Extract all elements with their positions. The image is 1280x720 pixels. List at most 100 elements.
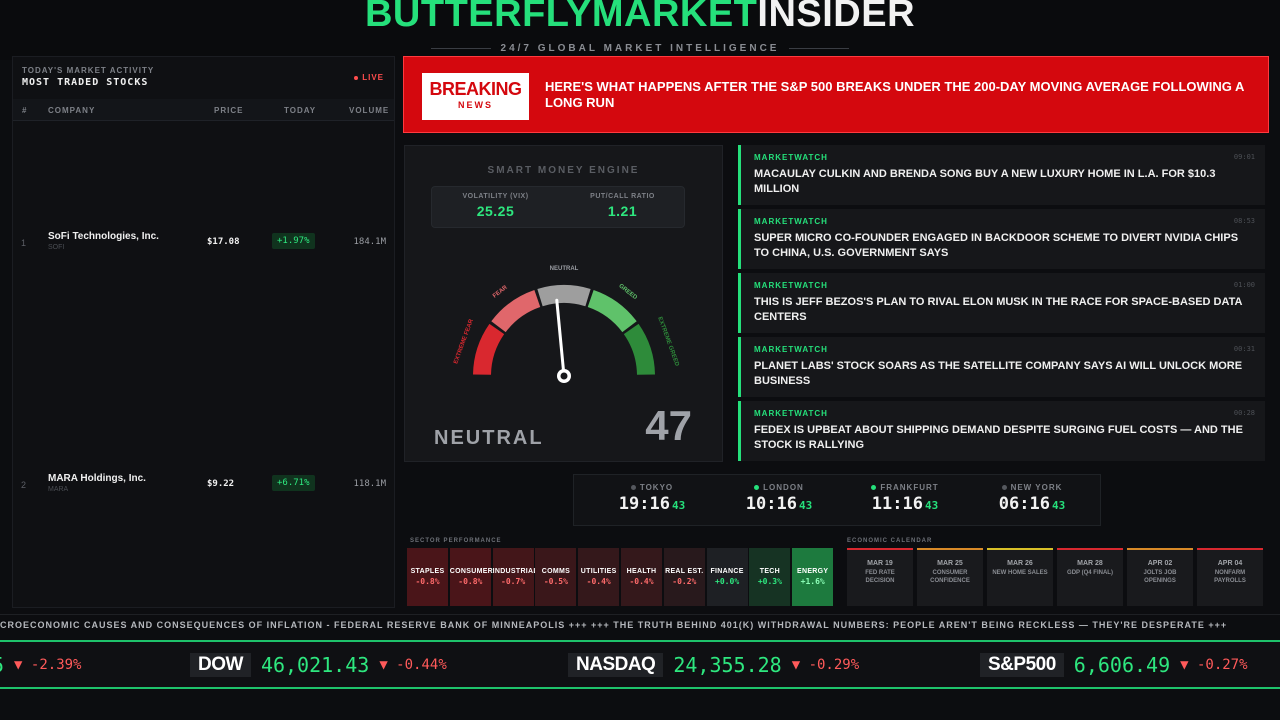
- clock-london: LONDON 10:16 43: [719, 483, 839, 514]
- col-company[interactable]: COMPANY: [48, 106, 96, 115]
- breaking-news-banner[interactable]: BREAKING NEWS HERE'S WHAT HAPPENS AFTER …: [403, 56, 1269, 133]
- ticker-symbol: S&P500: [980, 653, 1064, 677]
- sector-name: COMMS: [541, 568, 571, 575]
- table-row[interactable]: 2 MARA Holdings, Inc. MARA $9.22 +6.71% …: [13, 464, 394, 504]
- table-row[interactable]: 1 SoFi Technologies, Inc. SOFI $17.08 +1…: [13, 222, 394, 262]
- event-date: MAR 28: [1077, 560, 1103, 567]
- calendar-event[interactable]: MAR 26 NEW HOME SALES: [987, 548, 1053, 606]
- news-time: 00:28: [1233, 409, 1255, 417]
- sector-name: REAL EST.: [665, 568, 704, 575]
- news-source: MARKETWATCH: [754, 409, 828, 418]
- clock-time: 10:16: [745, 494, 797, 514]
- sector-change: -0.8%: [415, 577, 440, 586]
- most-traded-panel: TODAY'S MARKET ACTIVITY MOST TRADED STOC…: [12, 56, 395, 608]
- ticker-change: ▼ -0.27%: [1180, 657, 1248, 673]
- row-volume: 118.1M: [353, 479, 386, 489]
- vix-value: 25.25: [476, 203, 515, 219]
- event-date: MAR 19: [867, 560, 893, 567]
- ticker-item[interactable]: S&P500 6,606.49 ▼ -0.27%: [980, 653, 1248, 679]
- sector-name: INDUSTRIAL: [492, 568, 538, 575]
- col-volume[interactable]: VOLUME: [349, 106, 390, 115]
- putcall-metric: PUT/CALL RATIO 1.21: [559, 193, 686, 219]
- sector-tile[interactable]: UTILITIES -0.4%: [578, 548, 620, 606]
- news-headline[interactable]: THIS IS JEFF BEZOS'S PLAN TO RIVAL ELON …: [754, 296, 1243, 323]
- news-headline[interactable]: PLANET LABS' STOCK SOARS AS THE SATELLIT…: [754, 360, 1243, 387]
- breaking-headline[interactable]: HERE'S WHAT HAPPENS AFTER THE S&P 500 BR…: [545, 79, 1244, 110]
- news-item[interactable]: MARKETWATCH 08:53 SUPER MICRO CO-FOUNDER…: [738, 209, 1265, 269]
- sector-name: HEALTH: [626, 568, 657, 575]
- row-ticker: SOFI: [48, 244, 65, 251]
- ticker-item[interactable]: DOW 46,021.43 ▼ -0.44%: [190, 653, 447, 679]
- sector-change: +1.6%: [800, 577, 825, 586]
- header: BUTTERFLYMARKETINSIDER 24/7 GLOBAL MARKE…: [0, 0, 1280, 60]
- sector-title: SECTOR PERFORMANCE: [410, 538, 502, 544]
- clock-seconds: 43: [1051, 499, 1066, 512]
- ticker-change: ▼ -0.29%: [791, 657, 860, 673]
- calendar-event[interactable]: MAR 25 CONSUMER CONFIDENCE: [917, 548, 983, 606]
- ticker-item[interactable]: 5 ▼ -2.39%: [0, 653, 81, 679]
- ticker-change: ▼ -0.44%: [379, 657, 447, 673]
- news-source: MARKETWATCH: [754, 345, 828, 354]
- row-price: $9.22: [207, 479, 235, 489]
- news-headline[interactable]: MACAULAY CULKIN AND BRENDA SONG BUY A NE…: [754, 168, 1216, 195]
- sector-tile[interactable]: STAPLES -0.8%: [407, 548, 448, 606]
- col-price[interactable]: PRICE: [214, 106, 244, 115]
- vix-metric: VOLATILITY (VIX) 25.25: [432, 193, 559, 219]
- row-change: +6.71%: [272, 475, 315, 491]
- gauge-label-extreme-fear: EXTREME FEAR: [453, 318, 475, 365]
- ticker-value: 6,606.49: [1073, 653, 1171, 677]
- gauge-segment-extreme-greed: [623, 323, 655, 376]
- putcall-value: 1.21: [607, 203, 638, 219]
- logo-white: INSIDER: [757, 0, 916, 35]
- news-item[interactable]: MARKETWATCH 01:00 THIS IS JEFF BEZOS'S P…: [738, 273, 1265, 333]
- live-label: LIVE: [362, 73, 384, 82]
- clock-time: 19:16: [618, 494, 670, 514]
- sector-name: FINANCE: [710, 568, 744, 575]
- sector-tile[interactable]: TECH +0.3%: [749, 548, 791, 606]
- calendar-event[interactable]: APR 04 NONFARM PAYROLLS: [1197, 548, 1263, 606]
- gauge-label-extreme-greed: EXTREME GREED: [656, 316, 680, 368]
- sector-tile[interactable]: FINANCE +0.0%: [706, 548, 748, 606]
- calendar-event[interactable]: MAR 28 GDP (Q4 FINAL): [1057, 548, 1123, 606]
- clock-city: LONDON: [763, 483, 804, 492]
- calendar-event[interactable]: MAR 19 FED RATE DECISION: [847, 548, 913, 606]
- live-dot-icon: [354, 75, 359, 80]
- world-clocks: TOKYO 19:16 43 LONDON 10:16 43 FRANKFURT 1…: [573, 474, 1101, 526]
- ticker-value: 5: [0, 653, 4, 677]
- news-time: 08:53: [1233, 217, 1255, 225]
- news-item[interactable]: MARKETWATCH 00:28 FEDEX IS UPBEAT ABOUT …: [738, 401, 1265, 461]
- tagline: 24/7 GLOBAL MARKET INTELLIGENCE: [0, 43, 1280, 54]
- sector-tile[interactable]: HEALTH -0.4%: [621, 548, 662, 606]
- news-headline[interactable]: SUPER MICRO CO-FOUNDER ENGAGED IN BACKDO…: [754, 232, 1239, 259]
- live-badge: LIVE: [354, 73, 384, 82]
- ticker-value: 24,355.28: [673, 653, 782, 677]
- clock-city: NEW YORK: [1010, 483, 1063, 492]
- needle-hub-center: [560, 372, 568, 380]
- news-item[interactable]: MARKETWATCH 00:31 PLANET LABS' STOCK SOA…: [738, 337, 1265, 397]
- ticker-item[interactable]: NASDAQ 24,355.28 ▼ -0.29%: [568, 653, 859, 679]
- news-item[interactable]: MARKETWATCH 09:01 MACAULAY CULKIN AND BR…: [738, 145, 1265, 205]
- sector-tile[interactable]: INDUSTRIAL -0.7%: [492, 548, 538, 606]
- clock-frankfurt: FRANKFURT 11:16 43: [845, 483, 965, 514]
- sector-tile[interactable]: COMMS -0.5%: [535, 548, 577, 606]
- sector-tile[interactable]: REAL EST. -0.2%: [663, 548, 705, 606]
- ticker-change: ▼ -2.39%: [14, 657, 82, 673]
- breaking-news-badge: BREAKING NEWS: [422, 73, 529, 120]
- engine-metrics: VOLATILITY (VIX) 25.25 PUT/CALL RATIO 1.…: [431, 186, 685, 228]
- news-time: 00:31: [1233, 345, 1255, 353]
- sector-tile[interactable]: ENERGY +1.6%: [792, 548, 834, 606]
- site-logo[interactable]: BUTTERFLYMARKETINSIDER: [0, 0, 1280, 36]
- sector-tile[interactable]: CONSUMER -0.8%: [449, 548, 494, 606]
- calendar-event[interactable]: APR 02 JOLTS JOB OPENINGS: [1127, 548, 1193, 606]
- col-today[interactable]: TODAY: [284, 106, 317, 115]
- sentiment-score: 47: [645, 402, 692, 449]
- clock-seconds: 43: [798, 499, 813, 512]
- gauge-segment-fear: [491, 289, 541, 333]
- news-crawl: CROECONOMIC CAUSES AND CONSEQUENCES OF I…: [0, 614, 1280, 636]
- market-status-dot-icon: [871, 485, 877, 491]
- table-header: # COMPANY PRICE TODAY VOLUME: [13, 99, 394, 121]
- news-headline[interactable]: FEDEX IS UPBEAT ABOUT SHIPPING DEMAND DE…: [754, 424, 1243, 451]
- ticker-symbol: DOW: [190, 653, 251, 677]
- sector-name: CONSUMER: [449, 568, 494, 575]
- row-change: +1.97%: [272, 233, 315, 249]
